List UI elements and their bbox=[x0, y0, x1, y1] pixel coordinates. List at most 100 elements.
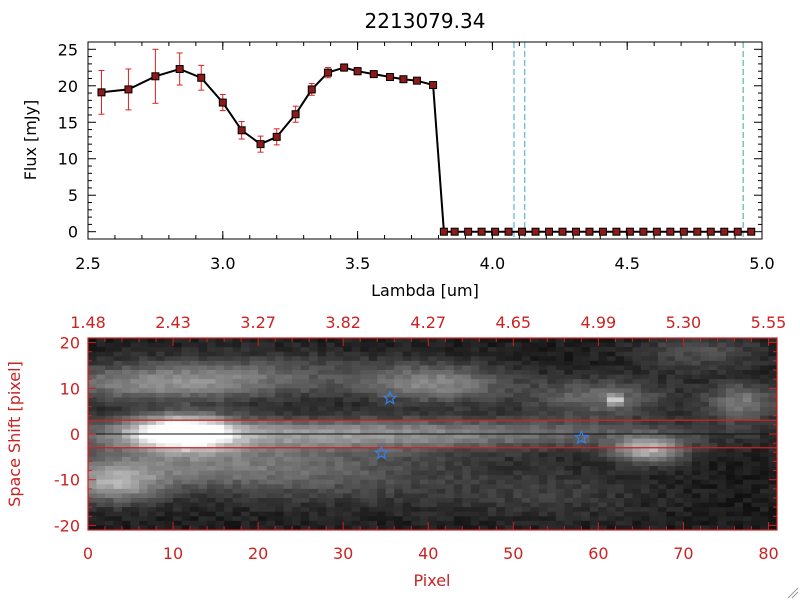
heatmap-cell bbox=[436, 511, 446, 517]
heatmap-cell bbox=[479, 493, 489, 499]
heatmap-cell bbox=[589, 379, 599, 385]
heatmap-cell bbox=[105, 438, 114, 444]
heatmap-cell bbox=[190, 479, 199, 485]
heatmap-cell bbox=[334, 507, 344, 513]
heatmap-cell bbox=[657, 397, 667, 403]
heatmap-cell bbox=[292, 392, 302, 398]
heatmap-cell bbox=[759, 456, 769, 462]
heatmap-cell bbox=[266, 415, 276, 421]
heatmap-cell bbox=[606, 452, 616, 458]
heatmap-cell bbox=[326, 443, 336, 449]
data-point bbox=[612, 227, 621, 236]
heatmap-cell bbox=[300, 342, 310, 348]
heatmap-cell bbox=[691, 466, 701, 471]
y-tick-label: 15 bbox=[58, 113, 78, 132]
heatmap-cell bbox=[632, 342, 642, 348]
heatmap-cell bbox=[462, 466, 472, 471]
heatmap-cell bbox=[343, 402, 353, 407]
heatmap-cell bbox=[530, 479, 540, 485]
heatmap-cell bbox=[649, 342, 659, 348]
heatmap-cell bbox=[640, 383, 650, 389]
heatmap-cell bbox=[309, 456, 319, 462]
heatmap-cell bbox=[470, 498, 480, 503]
heatmap-cell bbox=[428, 370, 438, 375]
heatmap-cell bbox=[309, 498, 319, 503]
heatmap-cell bbox=[360, 525, 370, 531]
heatmap-cell bbox=[589, 484, 599, 490]
heatmap-cell bbox=[708, 424, 718, 430]
heatmap-cell bbox=[683, 484, 693, 490]
data-point bbox=[439, 227, 448, 236]
heatmap-cell bbox=[394, 338, 404, 343]
heatmap-cell bbox=[224, 342, 234, 348]
heatmap-cell bbox=[385, 392, 395, 398]
heatmap-cell bbox=[453, 388, 463, 394]
heatmap-cell bbox=[725, 388, 735, 394]
heatmap-cell bbox=[385, 456, 395, 462]
heatmap-cell bbox=[487, 498, 497, 503]
heatmap-cell bbox=[326, 511, 336, 517]
heatmap-cell bbox=[513, 438, 523, 444]
heatmap-cell bbox=[411, 374, 421, 380]
heatmap-cell bbox=[139, 342, 148, 348]
heatmap-cell bbox=[530, 488, 540, 494]
heatmap-cell bbox=[683, 434, 693, 439]
heatmap-cell bbox=[275, 356, 285, 362]
heatmap-cell bbox=[173, 402, 182, 407]
heatmap-cell bbox=[156, 461, 165, 467]
heatmap-cell bbox=[555, 511, 565, 517]
heatmap-cell bbox=[708, 406, 718, 412]
heatmap-cell bbox=[275, 525, 285, 531]
heatmap-cell bbox=[623, 411, 633, 417]
heatmap-cell bbox=[385, 420, 395, 426]
heatmap-x-tick-label: 80 bbox=[758, 544, 778, 563]
heatmap-cell bbox=[292, 402, 302, 407]
heatmap-cell bbox=[224, 392, 234, 398]
heatmap-cell bbox=[88, 488, 97, 494]
heatmap-cell bbox=[190, 411, 199, 417]
heatmap-cell bbox=[232, 443, 242, 449]
heatmap-cell bbox=[649, 466, 659, 471]
heatmap-cell bbox=[181, 479, 191, 485]
heatmap-cell bbox=[266, 475, 276, 481]
heatmap-cell bbox=[615, 415, 625, 421]
heatmap-cell bbox=[615, 484, 625, 490]
heatmap-cell bbox=[717, 379, 727, 385]
heatmap-cell bbox=[581, 383, 591, 389]
heatmap-cell bbox=[657, 351, 667, 357]
heatmap-cell bbox=[130, 420, 140, 426]
heatmap-cell bbox=[241, 498, 251, 503]
resize-grip-icon[interactable] bbox=[787, 587, 799, 599]
heatmap-cell bbox=[572, 516, 582, 522]
heatmap-cell bbox=[88, 406, 97, 412]
heatmap-top-tick-label: 4.99 bbox=[581, 313, 617, 332]
heatmap-cell bbox=[232, 351, 242, 357]
heatmap-cell bbox=[691, 434, 701, 439]
heatmap-cell bbox=[96, 365, 106, 371]
heatmap-cell bbox=[589, 424, 599, 430]
heatmap-cell bbox=[496, 429, 506, 435]
heatmap-cell bbox=[768, 488, 778, 494]
heatmap-cell bbox=[428, 520, 438, 526]
heatmap-cell bbox=[470, 338, 480, 343]
heatmap-cell bbox=[428, 338, 438, 343]
heatmap-cell bbox=[768, 374, 778, 380]
heatmap-cell bbox=[241, 507, 251, 513]
heatmap-cell bbox=[504, 475, 514, 481]
heatmap-cell bbox=[258, 479, 268, 485]
heatmap-cell bbox=[462, 452, 472, 458]
heatmap-cell bbox=[606, 493, 616, 499]
heatmap-cell bbox=[768, 356, 778, 362]
heatmap-cell bbox=[88, 360, 97, 366]
heatmap-cell bbox=[496, 456, 506, 462]
heatmap-cell bbox=[402, 429, 412, 435]
heatmap-cell bbox=[700, 356, 710, 362]
heatmap-cell bbox=[734, 356, 744, 362]
heatmap-cell bbox=[487, 438, 497, 444]
heatmap-cell bbox=[181, 356, 191, 362]
heatmap-cell bbox=[105, 498, 114, 503]
heatmap-cell bbox=[113, 356, 123, 362]
heatmap-cell bbox=[640, 456, 650, 462]
heatmap-cell bbox=[547, 466, 557, 471]
heatmap-cell bbox=[190, 470, 199, 476]
